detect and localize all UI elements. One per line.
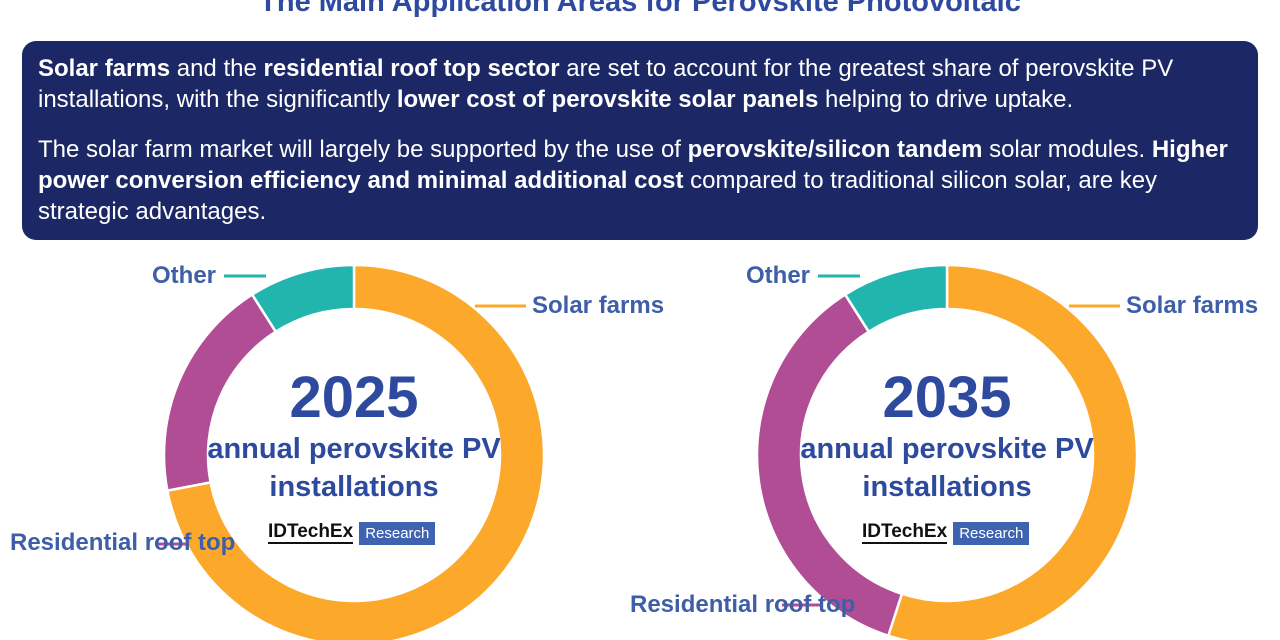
chart2-subtitle: annual perovskite PV installations [800,433,1094,503]
info-paragraph-1: Solar farms and the residential roof top… [38,53,1228,115]
info-text-run: lower cost of perovskite solar panels [396,86,819,113]
chart2-label-other: Other [746,262,811,289]
chart1-label-residential: Residential roof top [10,529,236,556]
chart2-year: 2035 [882,365,1012,430]
chart1-label-solar-farms: Solar farms [532,292,665,319]
info-paragraph-2: The solar farm market will largely be su… [38,134,1228,227]
donut-slice-solar-farms [165,263,546,640]
info-text-run: compared to traditional silicon solar, a… [38,167,1158,225]
donut-slice-other [250,263,356,334]
donut-slice-other [843,263,949,334]
info-text-run: helping to drive uptake. [818,86,1074,113]
info-text-run: Solar farms [38,55,171,82]
logo-tag: Research [953,521,1030,545]
info-text-run: residential roof top sector [263,55,560,82]
logo-tag: Research [359,521,436,545]
donut-slice-residential-roof-top [755,292,904,638]
chart2-label-solar-farms: Solar farms [1126,292,1259,319]
chart1-logo: IDTechEx Research [268,521,436,545]
chart1-year: 2025 [289,365,419,430]
page-title: The Main Application Areas for Perovskit… [259,0,1021,18]
logo-name: IDTechEx [268,521,354,544]
info-text-run: and the [170,55,264,82]
donut-slice-solar-farms [886,263,1139,640]
info-text-run: The solar farm market will largely be su… [38,136,688,163]
info-text-run: perovskite/silicon tandem [687,136,983,163]
chart1-label-other: Other [152,262,217,289]
info-box: Solar farms and the residential roof top… [22,41,1258,240]
info-text-run: are set to account for the greatest shar… [38,55,1174,113]
chart2-label-residential: Residential roof top [630,591,856,618]
chart2-logo: IDTechEx Research [862,521,1030,545]
info-text-run: Higher power conversion efficiency and m… [38,136,1228,194]
chart1-subtitle: annual perovskite PV installations [207,433,501,503]
info-text-run: solar modules. [982,136,1152,163]
logo-name: IDTechEx [862,521,948,544]
